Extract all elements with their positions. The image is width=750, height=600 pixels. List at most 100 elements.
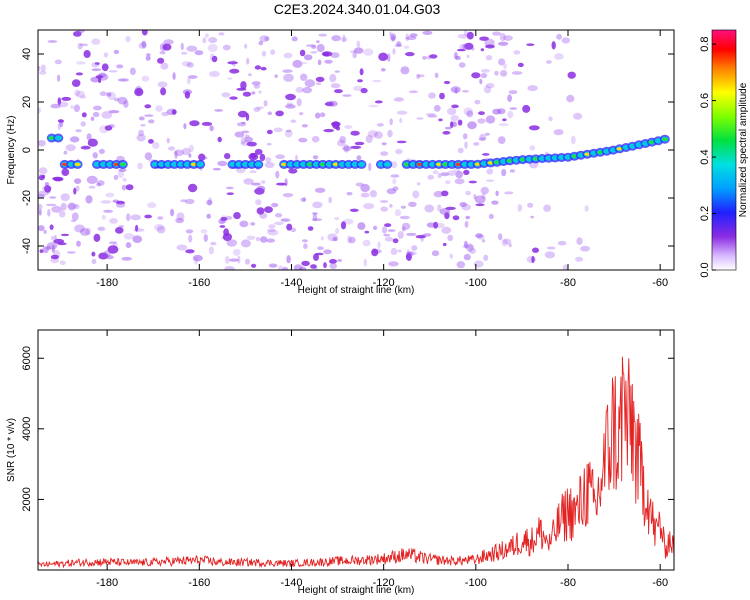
spectrogram-ylabel: Frequency (Hz): [6, 116, 17, 185]
noise-speckle: [157, 81, 168, 88]
noise-speckle: [148, 119, 155, 124]
noise-speckle: [265, 157, 272, 163]
snr-ylabel: SNR (10 * v/v): [6, 418, 17, 482]
y-tick-label: 6000: [21, 346, 33, 370]
noise-speckle: [123, 100, 129, 108]
noise-speckle: [75, 129, 82, 133]
noise-speckle: [284, 129, 293, 138]
noise-speckle: [463, 107, 473, 116]
noise-speckle: [222, 44, 231, 51]
noise-speckle: [251, 182, 261, 186]
x-tick-label: -140: [280, 577, 302, 589]
noise-speckle: [400, 205, 406, 209]
noise-speckle: [94, 62, 100, 65]
noise-speckle: [422, 56, 428, 60]
noise-speckle: [285, 93, 296, 101]
signal-band-peak: [532, 157, 539, 161]
noise-speckle: [480, 48, 485, 52]
noise-speckle: [157, 216, 164, 220]
noise-speckle: [283, 52, 293, 59]
colorbar-tick-label: 0.0: [699, 262, 711, 277]
noise-speckle: [75, 72, 83, 76]
noise-speckle: [162, 43, 172, 51]
noise-speckle: [209, 125, 214, 132]
noise-speckle: [315, 76, 325, 82]
noise-speckle: [332, 236, 338, 242]
noise-speckle: [412, 190, 420, 199]
noise-speckle: [106, 92, 112, 97]
noise-speckle: [464, 42, 474, 50]
noise-speckle: [125, 242, 132, 249]
noise-speckle: [73, 31, 82, 37]
noise-speckle: [154, 224, 165, 231]
noise-speckle: [148, 139, 154, 144]
noise-speckle: [556, 33, 562, 40]
signal-band-peak: [455, 162, 462, 166]
noise-speckle: [501, 168, 507, 177]
noise-speckle: [138, 116, 145, 121]
noise-speckle: [246, 57, 250, 65]
noise-speckle: [161, 111, 169, 117]
noise-speckle: [485, 179, 495, 182]
noise-speckle: [76, 240, 81, 247]
noise-speckle: [275, 110, 284, 117]
noise-speckle: [400, 66, 410, 75]
y-tick-label: 40: [21, 48, 33, 60]
noise-speckle: [334, 70, 340, 73]
noise-speckle: [300, 73, 308, 81]
noise-speckle: [334, 217, 340, 221]
noise-speckle: [354, 141, 365, 146]
noise-speckle: [264, 161, 275, 169]
noise-speckle: [302, 61, 307, 65]
noise-speckle: [42, 246, 49, 254]
noise-speckle: [475, 233, 483, 238]
noise-speckle: [275, 170, 280, 179]
noise-speckle: [38, 209, 42, 216]
noise-speckle: [51, 205, 62, 213]
noise-speckle: [501, 238, 509, 247]
noise-speckle: [584, 205, 589, 212]
noise-speckle: [261, 50, 267, 57]
noise-speckle: [75, 90, 85, 98]
noise-speckle: [47, 209, 51, 217]
noise-speckle: [188, 234, 193, 243]
noise-speckle: [509, 107, 518, 110]
noise-speckle: [408, 201, 417, 207]
noise-speckle: [268, 263, 278, 268]
noise-speckle: [397, 231, 404, 239]
noise-speckle: [363, 258, 367, 267]
noise-speckle: [471, 46, 475, 51]
noise-speckle: [286, 255, 291, 264]
noise-speckle: [86, 175, 98, 184]
noise-speckle: [480, 69, 490, 73]
noise-speckle: [246, 235, 256, 240]
noise-speckle: [466, 110, 474, 118]
noise-speckle: [451, 104, 459, 109]
noise-speckle: [324, 59, 333, 64]
noise-speckle: [176, 212, 185, 221]
noise-speckle: [498, 233, 503, 241]
noise-speckle: [268, 224, 276, 229]
noise-speckle: [184, 91, 191, 99]
noise-speckle: [353, 85, 363, 92]
noise-speckle: [457, 119, 463, 126]
noise-speckle: [253, 84, 261, 89]
noise-speckle: [57, 119, 64, 123]
noise-speckle: [416, 73, 420, 80]
noise-speckle: [244, 136, 253, 143]
signal-band-peak: [416, 162, 423, 166]
noise-speckle: [122, 178, 127, 182]
noise-speckle: [543, 204, 551, 212]
noise-speckle: [108, 110, 120, 114]
noise-speckle: [99, 125, 109, 134]
noise-speckle: [440, 190, 449, 197]
noise-speckle: [113, 49, 119, 55]
noise-speckle: [244, 134, 250, 138]
noise-speckle: [44, 182, 50, 186]
noise-speckle: [80, 145, 91, 150]
noise-speckle: [39, 70, 47, 75]
noise-speckle: [217, 160, 228, 167]
noise-speckle: [57, 123, 62, 131]
noise-speckle: [173, 149, 185, 157]
noise-speckle: [152, 142, 160, 149]
